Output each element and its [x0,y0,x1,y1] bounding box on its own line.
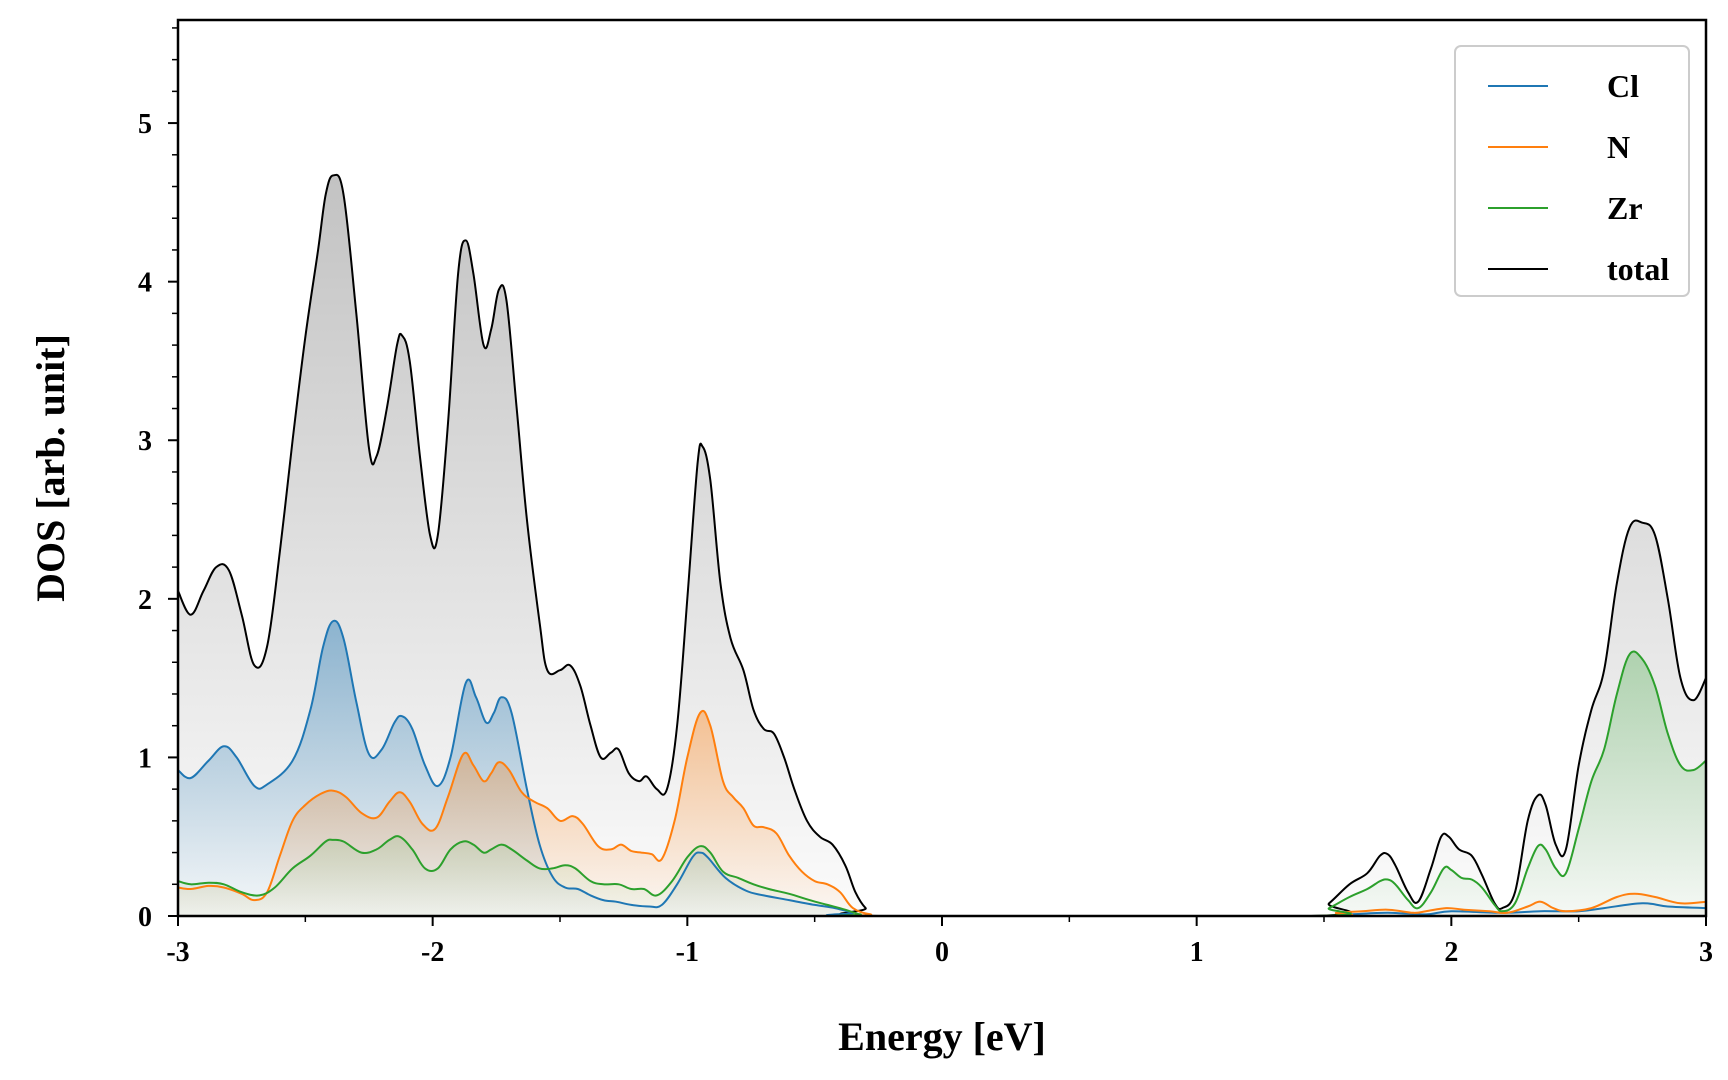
y-tick-label: 5 [138,109,152,140]
line-n [178,709,1706,916]
legend-label-total: total [1607,251,1669,287]
area-total [178,174,1706,916]
x-tick-label: 1 [1190,937,1204,968]
legend: Cl N Zr total [1454,45,1690,297]
line-zr [178,650,1706,916]
y-tick-label: 3 [138,426,152,457]
y-tick-label: 4 [138,268,152,299]
area-fills [178,174,1706,916]
area-zr [178,651,1706,916]
x-tick-label: 2 [1444,937,1458,968]
x-tick-label: -2 [421,937,444,968]
x-tick-label: -1 [676,937,699,968]
x-axis: -3 -2 -1 0 1 2 3 [166,916,1713,968]
legend-label-cl: Cl [1607,68,1639,104]
y-tick-label: 0 [138,902,152,933]
y-tick-label: 1 [138,743,152,774]
legend-label-zr: Zr [1607,190,1643,226]
legend-box [1454,45,1690,297]
legend-label-n: N [1607,129,1630,165]
x-tick-label: -3 [166,937,189,968]
area-n [178,710,1706,916]
x-tick-label: 0 [935,937,949,968]
x-tick-label: 3 [1699,937,1713,968]
y-axis-title: DOS [arb. unit] [28,334,73,602]
y-axis: 0 1 2 3 4 5 [138,27,178,933]
y-tick-label: 2 [138,585,152,616]
x-axis-title: Energy [eV] [838,1014,1046,1059]
